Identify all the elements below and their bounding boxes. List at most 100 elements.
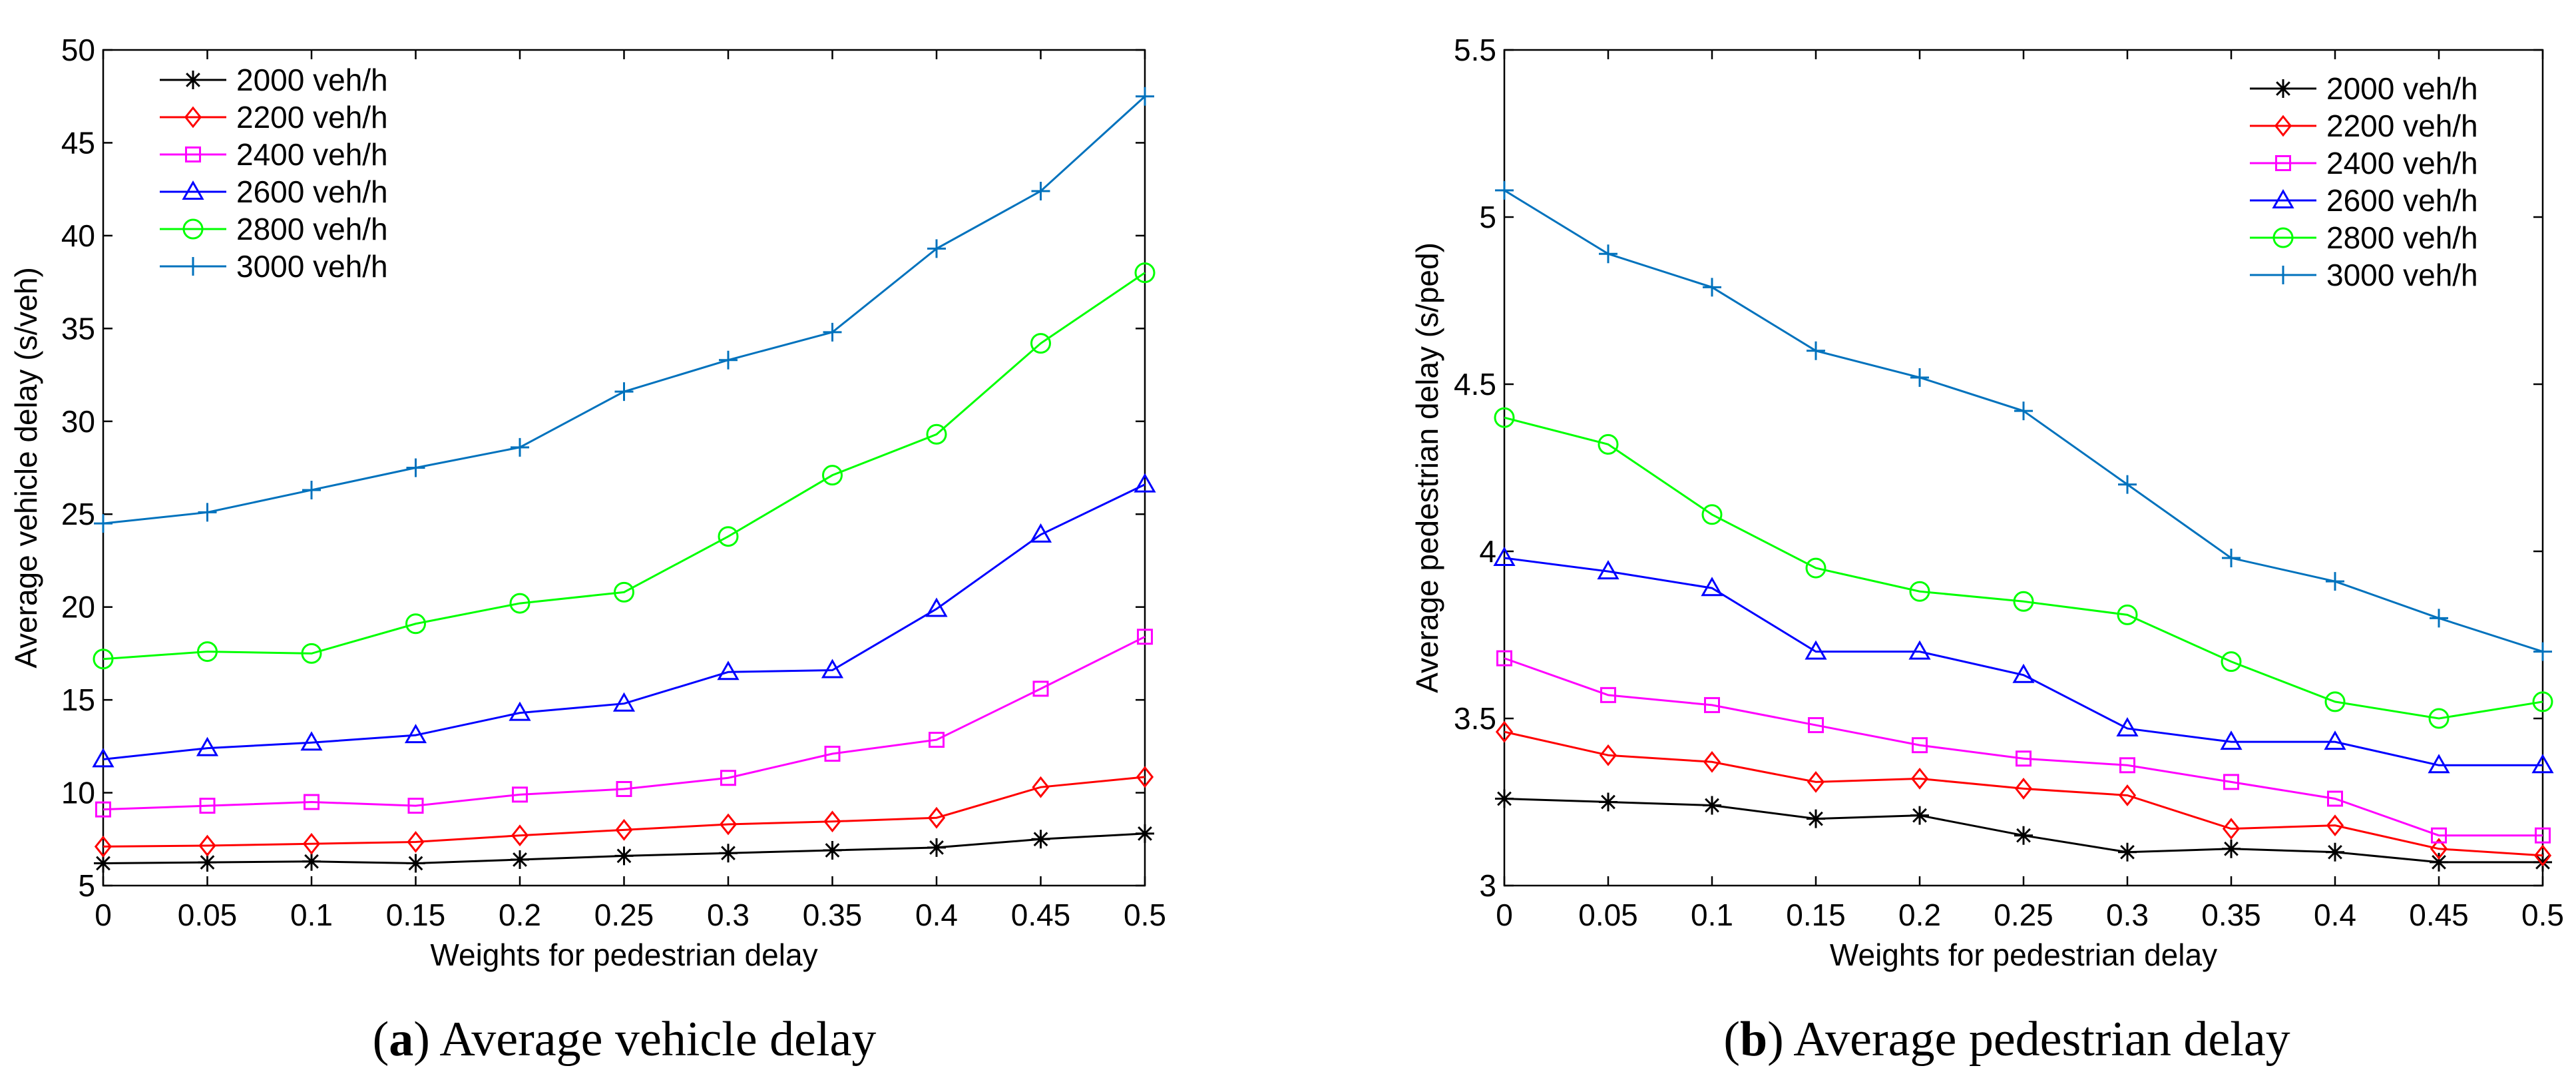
data-point xyxy=(720,770,736,786)
data-point xyxy=(300,731,323,751)
data-point xyxy=(2533,642,2552,661)
x-tick-label: 0.3 xyxy=(2106,898,2149,932)
data-point xyxy=(405,613,426,635)
data-point xyxy=(1494,407,1515,428)
series-3000 xyxy=(1495,180,2552,661)
legend-label: 2600 veh/h xyxy=(2326,183,2478,218)
caption-paren-close: ) xyxy=(1767,1012,1793,1067)
data-point xyxy=(2324,730,2346,750)
data-point xyxy=(1909,581,1930,602)
caption-paren-open: ( xyxy=(1723,1012,1740,1067)
data-point xyxy=(927,838,946,857)
data-point xyxy=(615,818,633,841)
series-2600 xyxy=(1493,547,2554,774)
data-point xyxy=(614,382,634,402)
legend-label: 2200 veh/h xyxy=(236,100,388,135)
x-tick-label: 0.15 xyxy=(1786,898,1846,932)
data-point xyxy=(1137,629,1153,645)
legend-marker xyxy=(182,218,204,240)
data-point xyxy=(2326,814,2344,837)
data-point xyxy=(1910,806,1929,825)
chart-panel-b: 0 0.05 0.1 0.15 0.2 0.25 0.3 0.35 0.4 0.45 0.5 3 3.5… xyxy=(1410,33,2564,1067)
data-point xyxy=(302,832,321,855)
data-point xyxy=(719,813,738,836)
y-tick-label: 40 xyxy=(61,218,95,253)
data-point xyxy=(1910,368,1929,387)
data-point xyxy=(92,748,114,768)
x-tick-label: 0 xyxy=(1496,898,1513,932)
y-tick-label: 3 xyxy=(1479,868,1496,903)
data-point xyxy=(404,724,427,744)
series-2400 xyxy=(1496,650,2551,844)
data-point xyxy=(1703,278,1721,297)
data-point xyxy=(1704,696,1720,713)
data-point xyxy=(616,780,632,797)
data-point xyxy=(1134,262,1156,284)
y-tick-label: 45 xyxy=(61,125,95,160)
data-point xyxy=(2326,572,2344,591)
data-point xyxy=(718,526,739,547)
data-point xyxy=(929,732,945,748)
data-point xyxy=(2531,754,2554,774)
data-point xyxy=(509,701,531,721)
caption-paren-close: ) xyxy=(413,1012,439,1067)
legend-label: 2400 veh/h xyxy=(236,137,388,172)
data-point xyxy=(1701,504,1723,525)
data-point xyxy=(301,643,322,664)
data-point xyxy=(302,852,321,871)
chart-panel-a: 0 0.05 0.1 0.15 0.2 0.25 0.3 0.35 0.4 0.45 0.5 5 10 1… xyxy=(9,33,1166,1067)
data-point xyxy=(1703,750,1721,773)
data-point xyxy=(1703,796,1721,815)
x-tick-label: 0.4 xyxy=(915,898,958,932)
data-point xyxy=(2014,402,2033,421)
series-2200 xyxy=(1495,720,2552,867)
series-2200 xyxy=(94,766,1154,858)
x-tick-label: 0.5 xyxy=(2521,898,2564,932)
data-point xyxy=(2014,826,2033,845)
legend-label: 2200 veh/h xyxy=(2326,109,2478,143)
data-point xyxy=(94,854,112,873)
data-point xyxy=(197,641,218,663)
x-axis-label: Weights for pedestrian delay xyxy=(1830,938,2217,972)
data-point xyxy=(304,794,320,810)
series-line xyxy=(1504,557,2543,766)
data-point xyxy=(1495,180,1514,200)
legend-label: 2000 veh/h xyxy=(2326,71,2478,106)
data-point xyxy=(717,661,740,681)
x-tick-label: 0.2 xyxy=(1898,898,1941,932)
legend-marker xyxy=(2274,79,2292,98)
data-point xyxy=(927,806,946,829)
data-point xyxy=(2428,754,2450,774)
data-point xyxy=(1030,333,1051,354)
series-2000 xyxy=(94,824,1154,873)
x-tick-label: 0.4 xyxy=(2314,898,2356,932)
data-point xyxy=(2118,842,2137,862)
data-point xyxy=(1912,737,1928,754)
data-point xyxy=(1910,767,1929,790)
series-line xyxy=(103,483,1146,760)
data-point xyxy=(719,350,738,370)
data-point xyxy=(1496,650,1512,667)
y-tick-label: 5 xyxy=(78,868,95,903)
series-2400 xyxy=(95,629,1153,818)
data-point xyxy=(2533,852,2552,872)
data-point xyxy=(93,649,114,670)
y-tick-label: 5.5 xyxy=(1454,33,1496,67)
panel-caption: (a) Average vehicle delay xyxy=(373,1012,877,1067)
data-point xyxy=(1029,523,1052,543)
data-point xyxy=(2430,609,2448,628)
data-point xyxy=(1807,770,1825,793)
data-point xyxy=(823,810,841,833)
x-tick-label: 0.05 xyxy=(1578,898,1638,932)
legend-marker xyxy=(184,71,202,89)
caption-letter: a xyxy=(389,1012,413,1067)
y-axis-label: Average vehicle delay (s/veh) xyxy=(9,267,43,669)
series-3000 xyxy=(94,87,1154,533)
series-2000 xyxy=(1495,789,2552,872)
data-point xyxy=(2326,842,2344,862)
y-tick-label: 10 xyxy=(61,776,95,810)
data-point xyxy=(1808,717,1824,734)
data-point xyxy=(2535,827,2551,844)
y-tick-label: 4 xyxy=(1479,534,1496,569)
series-2800 xyxy=(93,262,1156,670)
